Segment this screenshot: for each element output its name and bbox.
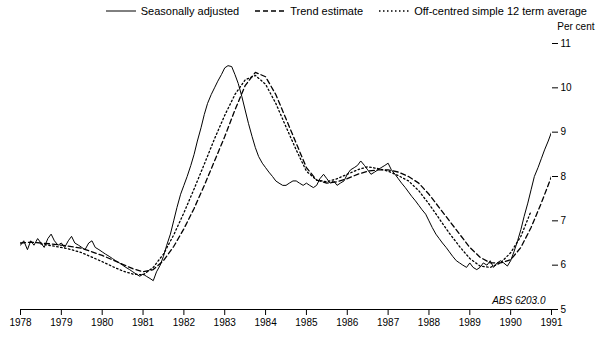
svg-text:Per cent: Per cent xyxy=(557,21,594,32)
svg-text:1989: 1989 xyxy=(459,317,482,328)
html-text:Trend estimate: Trend estimate xyxy=(290,5,364,17)
svg-text:1985: 1985 xyxy=(295,317,318,328)
svg-text:1987: 1987 xyxy=(377,317,400,328)
svg-text:8: 8 xyxy=(561,171,567,182)
svg-text:11: 11 xyxy=(561,38,572,49)
html-text:Seasonally adjusted: Seasonally adjusted xyxy=(140,5,240,17)
svg-text:1984: 1984 xyxy=(254,317,277,328)
svg-text:ABS 6203.0: ABS 6203.0 xyxy=(491,295,546,306)
html-text:Off-centred simple 12 term ave: Off-centred simple 12 term average xyxy=(414,5,587,17)
svg-text:1981: 1981 xyxy=(132,317,155,328)
svg-text:10: 10 xyxy=(561,82,573,93)
svg-text:1978: 1978 xyxy=(9,317,32,328)
svg-text:1988: 1988 xyxy=(418,317,441,328)
svg-text:9: 9 xyxy=(561,126,567,137)
svg-text:5: 5 xyxy=(561,304,567,315)
svg-text:1986: 1986 xyxy=(336,317,359,328)
svg-text:1979: 1979 xyxy=(50,317,73,328)
svg-text:1991: 1991 xyxy=(540,317,563,328)
svg-text:1990: 1990 xyxy=(500,317,523,328)
svg-text:7: 7 xyxy=(561,215,567,226)
svg-text:6: 6 xyxy=(561,259,567,270)
svg-text:1982: 1982 xyxy=(173,317,196,328)
svg-text:1980: 1980 xyxy=(91,317,114,328)
svg-text:1983: 1983 xyxy=(214,317,237,328)
